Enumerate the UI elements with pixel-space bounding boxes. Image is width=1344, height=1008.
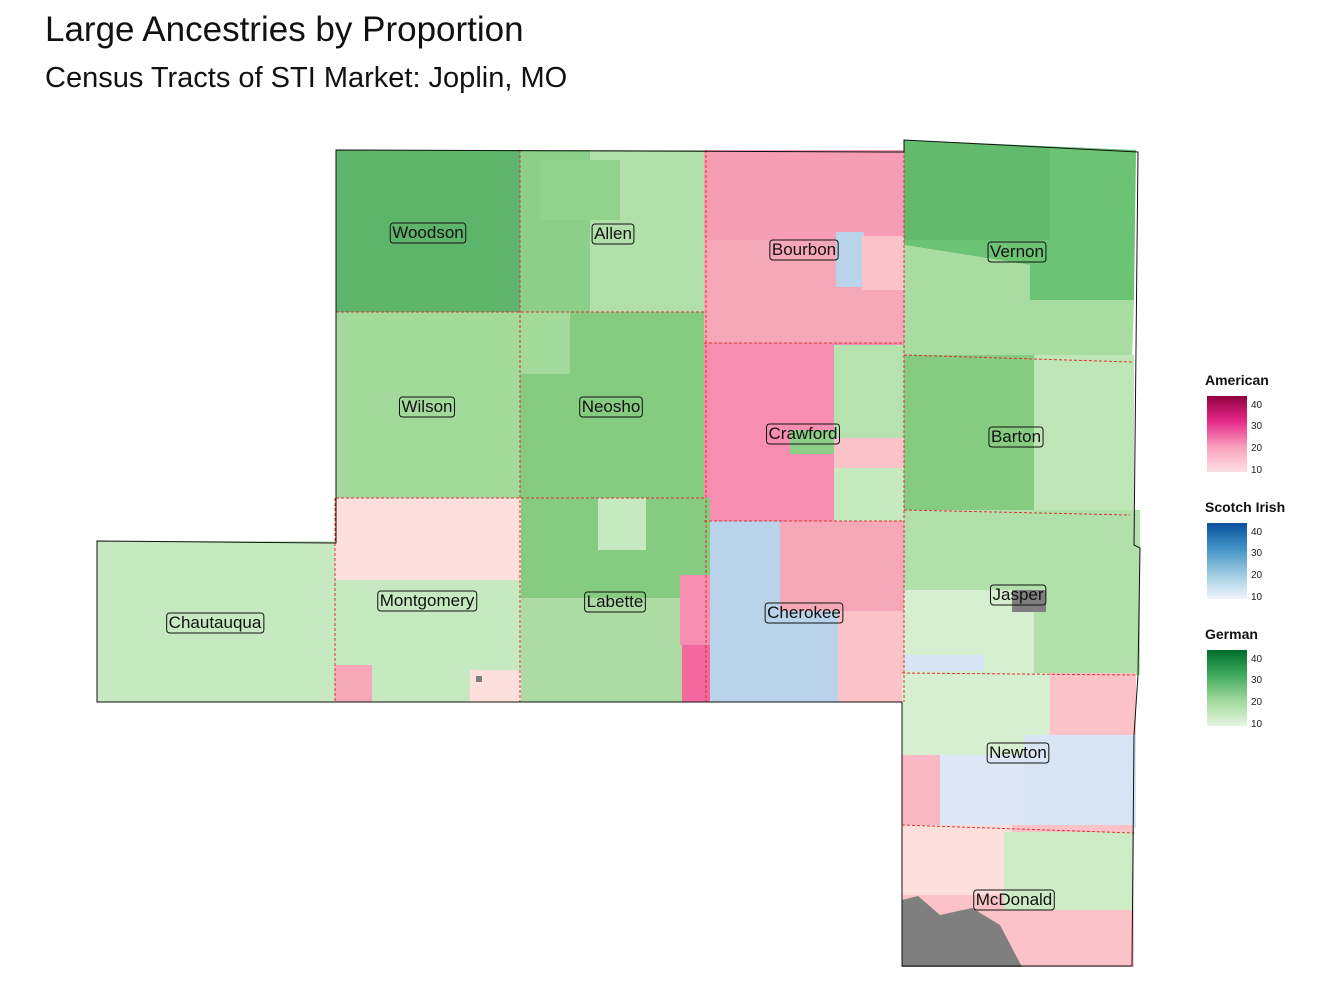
county-label-box	[989, 584, 1047, 606]
legend-tick: 20	[1251, 570, 1263, 581]
tract-fills	[97, 140, 1140, 967]
county-label-box	[166, 612, 265, 634]
county-label-vernon: Vernon	[987, 241, 1047, 263]
legend-tick: 40	[1251, 654, 1263, 665]
county-label-text: Neosho	[582, 397, 641, 416]
county-label-text: Jasper	[992, 585, 1043, 604]
county-label-crawford: Crawford	[766, 423, 840, 445]
county-label-text: Labette	[587, 592, 644, 611]
county-label-newton: Newton	[986, 742, 1050, 764]
legend-gradient	[1207, 523, 1247, 599]
county-label-text: Allen	[594, 224, 632, 243]
map-subtitle: Census Tracts of STI Market: Joplin, MO	[45, 62, 568, 94]
county-label-box	[579, 396, 643, 418]
legend-tick: 10	[1251, 465, 1263, 476]
county-label-text: McDonald	[976, 890, 1053, 909]
county-label-montgomery: Montgomery	[377, 590, 478, 612]
legend-tick: 30	[1251, 675, 1263, 686]
county-label-text: Chautauqua	[169, 613, 262, 632]
legend-tick: 30	[1251, 548, 1263, 559]
county-label-box	[973, 889, 1055, 911]
county-label-text: Barton	[991, 427, 1041, 446]
legend-american: American 40 30 20 10	[1205, 372, 1335, 476]
county-label-box	[988, 426, 1044, 448]
county-label-box	[766, 423, 840, 445]
map-title: Large Ancestries by Proportion	[45, 10, 524, 49]
legend-german: German 40 30 20 10	[1205, 626, 1335, 730]
county-label-box	[987, 241, 1047, 263]
county-label-chautauqua: Chautauqua	[166, 612, 265, 634]
county-label-box	[986, 742, 1050, 764]
county-label-neosho: Neosho	[579, 396, 643, 418]
county-label-mcdonald: McDonald	[973, 889, 1055, 911]
legend-tick: 20	[1251, 697, 1263, 708]
legend-tick: 40	[1251, 400, 1263, 411]
county-label-box	[584, 591, 646, 613]
legend-tick: 30	[1251, 421, 1263, 432]
county-label-cherokee: Cherokee	[764, 602, 844, 624]
county-label-box	[764, 602, 844, 624]
legend-tick: 10	[1251, 592, 1263, 603]
county-label-text: Cherokee	[767, 603, 841, 622]
county-label-allen: Allen	[591, 223, 635, 245]
county-label-box	[389, 222, 467, 244]
county-label-labette: Labette	[584, 591, 646, 613]
county-label-text: Newton	[989, 743, 1047, 762]
legend-tick: 10	[1251, 719, 1263, 730]
legend-title: Scotch Irish	[1205, 499, 1286, 515]
legend-title: American	[1205, 372, 1269, 388]
county-label-box	[377, 590, 478, 612]
county-label-barton: Barton	[988, 426, 1044, 448]
county-label-text: Woodson	[392, 223, 464, 242]
county-label-text: Montgomery	[380, 591, 475, 610]
county-label-box	[398, 396, 456, 418]
county-labels: Woodson Allen Bourbon Vernon Wilson Neosho Cra…	[166, 222, 1055, 911]
legend-tick: 20	[1251, 443, 1263, 454]
county-label-text: Crawford	[769, 424, 838, 443]
county-label-woodson: Woodson	[389, 222, 467, 244]
county-label-wilson: Wilson	[398, 396, 456, 418]
legend-title: German	[1205, 626, 1258, 642]
county-label-text: Bourbon	[772, 240, 836, 259]
county-label-text: Vernon	[990, 242, 1044, 261]
county-label-box	[591, 223, 635, 245]
legend-gradient	[1207, 396, 1247, 472]
map-outline	[96, 139, 1141, 967]
county-label-jasper: Jasper	[989, 584, 1047, 606]
county-label-box	[769, 239, 839, 261]
county-label-bourbon: Bourbon	[769, 239, 839, 261]
legend-scotch-irish: Scotch Irish 40 30 20 10	[1205, 499, 1335, 603]
county-borders	[334, 150, 1137, 834]
legend-gradient	[1207, 650, 1247, 726]
county-label-text: Wilson	[401, 397, 452, 416]
legend-tick: 40	[1251, 527, 1263, 538]
